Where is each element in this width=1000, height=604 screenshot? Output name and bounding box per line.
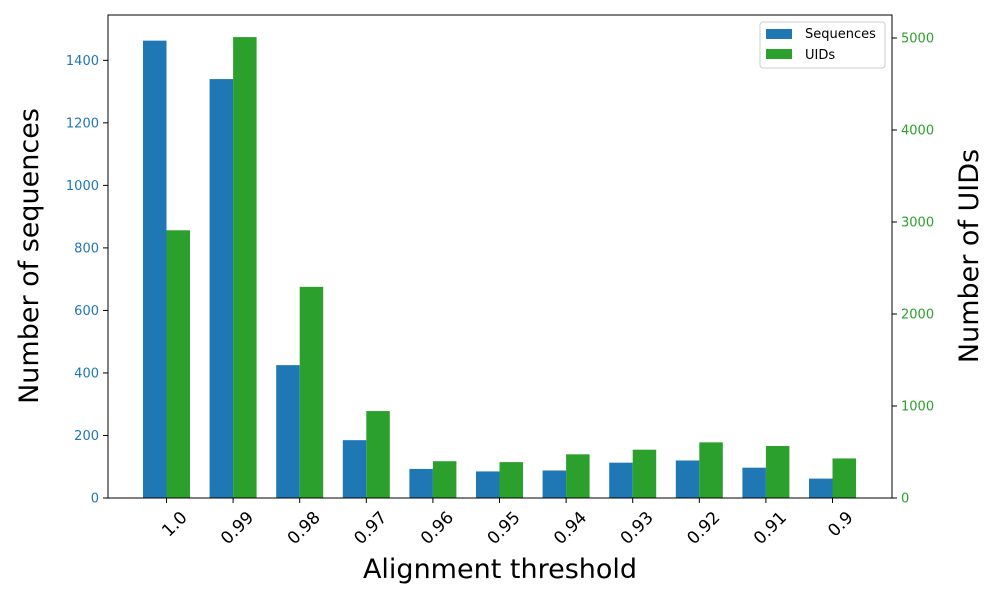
bar-uids-0_9 xyxy=(832,458,856,498)
legend-label-uids: UIDs xyxy=(805,48,835,63)
bar-uids-0_98 xyxy=(299,286,324,498)
left-y-tick-label: 600 xyxy=(74,304,99,319)
x-tick-label: 0.94 xyxy=(550,508,591,549)
right-y-axis-label: Number of UIDs xyxy=(954,149,985,363)
left-y-tick-label: 200 xyxy=(74,429,99,444)
left-y-axis-label: Number of sequences xyxy=(14,108,45,404)
bar-sequences-0_95 xyxy=(476,471,500,498)
x-axis-label: Alignment threshold xyxy=(363,554,637,585)
bar-sequences-0_94 xyxy=(542,470,567,498)
left-y-tick-label: 1400 xyxy=(66,54,99,69)
bar-sequences-0_99 xyxy=(209,79,234,499)
right-y-tick-label: 5000 xyxy=(901,32,934,47)
bar-uids-0_99 xyxy=(233,37,257,499)
legend-swatch-sequences xyxy=(766,29,792,39)
x-tick-label: 0.97 xyxy=(350,508,391,549)
legend-label-sequences: Sequences xyxy=(805,27,876,42)
left-y-tick-label: 400 xyxy=(74,366,99,381)
bar-uids-0_96 xyxy=(432,461,457,498)
right-y-tick-label: 2000 xyxy=(901,308,934,323)
legend-swatch-uids xyxy=(766,49,792,59)
x-tick-label: 0.92 xyxy=(683,508,724,549)
x-tick-label: 1.0 xyxy=(158,508,191,541)
left-y-tick-label: 0 xyxy=(91,492,99,507)
bar-sequences-0_97 xyxy=(342,440,367,498)
bar-uids-0_92 xyxy=(699,442,723,498)
bar-uids-1_0 xyxy=(166,230,190,498)
bar-uids-0_97 xyxy=(366,411,390,498)
bar-sequences-0_91 xyxy=(742,467,766,498)
bar-sequences-1_0 xyxy=(143,40,167,499)
left-y-tick-label: 1200 xyxy=(66,116,99,131)
legend: Sequences UIDs xyxy=(759,21,886,69)
bar-uids-0_91 xyxy=(765,446,790,498)
bar-uids-0_94 xyxy=(566,454,590,498)
plot-frame xyxy=(107,14,893,499)
right-y-tick-label: 4000 xyxy=(901,124,934,139)
x-tick-label: 0.99 xyxy=(217,508,258,549)
bars-layer xyxy=(143,37,856,499)
x-tick-label: 0.96 xyxy=(417,508,458,549)
left-y-tick-label: 1000 xyxy=(66,179,99,194)
x-tick-label: 0.91 xyxy=(750,508,791,549)
bar-sequences-0_92 xyxy=(675,460,700,498)
x-tick-label: 0.95 xyxy=(484,508,525,549)
right-y-tick-label: 3000 xyxy=(901,216,934,231)
bar-sequences-0_98 xyxy=(276,365,300,498)
bar-sequences-0_93 xyxy=(609,462,633,498)
right-y-tick-label: 1000 xyxy=(901,400,934,415)
bar-sequences-0_9 xyxy=(809,478,833,498)
x-tick-label: 0.9 xyxy=(824,508,857,541)
left-y-tick-label: 800 xyxy=(74,241,99,256)
bar-sequences-0_96 xyxy=(409,468,433,498)
bar-uids-0_93 xyxy=(632,449,657,498)
right-y-tick-label: 0 xyxy=(901,492,909,507)
x-tick-label: 0.93 xyxy=(617,508,658,549)
bar-uids-0_95 xyxy=(499,462,523,498)
x-tick-label: 0.98 xyxy=(284,508,325,549)
